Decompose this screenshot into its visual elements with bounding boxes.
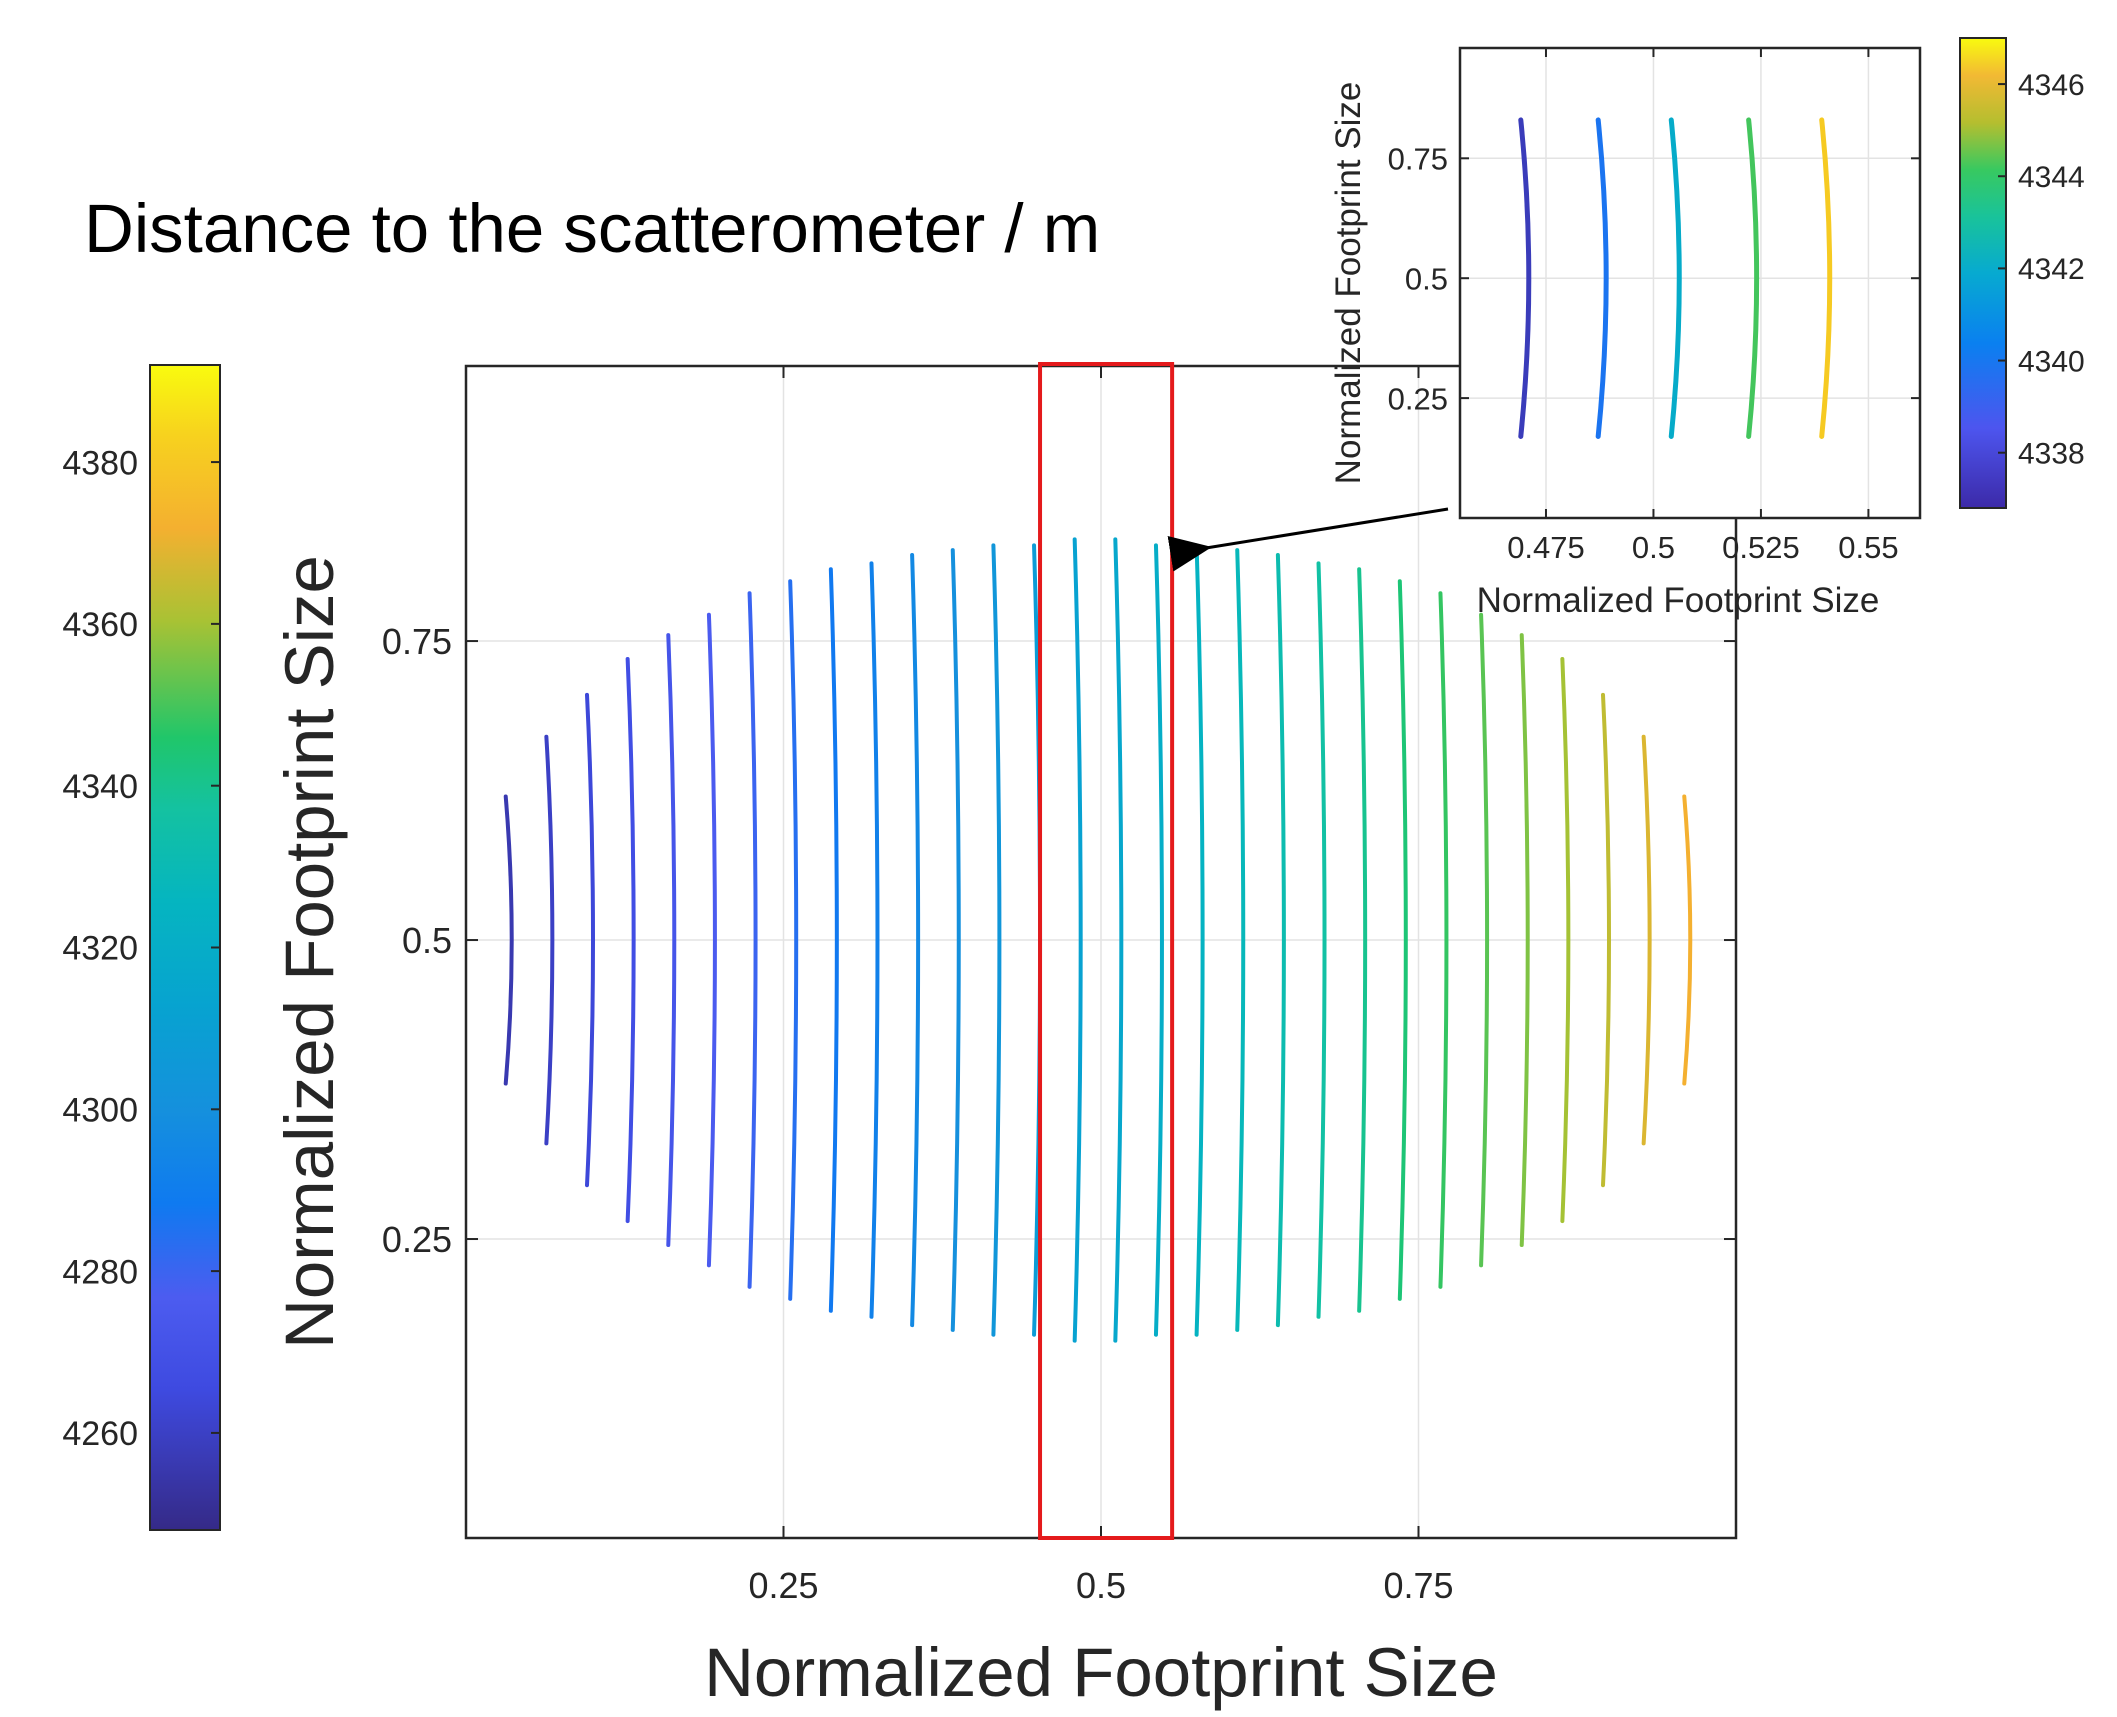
data-line: [1595, 117, 1609, 439]
data-line: [828, 567, 839, 1313]
x-tick-label: 0.475: [1507, 530, 1585, 565]
data-line: [666, 633, 677, 1247]
data-line: [503, 794, 514, 1086]
data-line: [1682, 794, 1693, 1086]
main-colorbar-ticks: 4260 4280 4300 4320 4340 4360 4380: [62, 444, 220, 1453]
colorbar-tick-label: 4342: [2018, 253, 2085, 286]
inset-plot-area: [1458, 46, 1922, 520]
data-line: [1641, 734, 1652, 1146]
data-line: [1560, 657, 1571, 1224]
colorbar-tick-label: 4340: [2018, 345, 2085, 378]
data-line: [706, 612, 717, 1268]
data-line: [544, 734, 555, 1146]
data-line: [1519, 633, 1530, 1247]
y-tick-label: 0.25: [382, 1219, 452, 1260]
data-line: [1357, 567, 1368, 1313]
data-line: [1113, 537, 1124, 1343]
colorbar-tick-label: 4260: [62, 1415, 138, 1453]
colorbar-tick-label: 4320: [62, 930, 138, 968]
data-line: [991, 543, 1002, 1337]
y-tick-label: 0.5: [1405, 261, 1448, 296]
main-x-axis-label: Normalized Footprint Size: [704, 1634, 1498, 1711]
colorbar-tick-label: 4300: [62, 1092, 138, 1130]
main-data-lines: [503, 537, 1693, 1343]
data-line: [1668, 117, 1682, 439]
y-tick-label: 0.75: [382, 621, 452, 662]
data-line: [950, 548, 961, 1332]
colorbar-tick-label: 4344: [2018, 161, 2085, 194]
colorbar-tick-label: 4338: [2018, 438, 2085, 471]
y-tick-label: 0.5: [402, 920, 452, 961]
data-line: [625, 657, 636, 1224]
main-y-axis-label: Normalized Footprint Size: [271, 555, 348, 1349]
main-plot: 0.25 0.5 0.75 0.25 0.5 0.75: [382, 362, 1738, 1606]
colorbar-tick-label: 4380: [62, 444, 138, 482]
data-line: [1438, 591, 1449, 1289]
inset-x-axis-label: Normalized Footprint Size: [1477, 581, 1880, 620]
data-line: [1153, 543, 1164, 1337]
x-tick-label: 0.5: [1632, 530, 1675, 565]
inset-colorbar-gradient: [1959, 37, 2007, 509]
data-line: [1072, 537, 1083, 1343]
y-tick-label: 0.25: [1388, 381, 1448, 416]
main-colorbar-gradient: [149, 364, 221, 1531]
inset-colorbar-ticks: 4338 4340 4342 4344 4346: [1998, 69, 2085, 471]
data-line: [1316, 561, 1327, 1319]
colorbar-tick-label: 4360: [62, 606, 138, 644]
data-line: [585, 692, 595, 1188]
data-line: [1518, 117, 1532, 439]
inset-y-axis-label: Normalized Footprint Size: [1329, 82, 1368, 485]
colorbar-tick-label: 4346: [2018, 69, 2085, 102]
data-line: [1275, 552, 1286, 1328]
zoom-arrow: [1167, 507, 1449, 572]
x-tick-label: 0.525: [1722, 530, 1800, 565]
chart-title: Distance to the scatterometer / m: [84, 190, 1100, 267]
inset-x-ticks: 0.475 0.5 0.525 0.55: [1507, 48, 1899, 565]
x-tick-label: 0.55: [1838, 530, 1898, 565]
main-grid: [466, 366, 1736, 1538]
data-line: [910, 552, 921, 1328]
inset-data-lines: [1518, 117, 1833, 439]
data-line: [1601, 692, 1611, 1188]
data-line: [788, 579, 799, 1301]
data-line: [1479, 612, 1490, 1268]
main-x-ticks: 0.25 0.5 0.75: [748, 366, 1454, 1606]
inset-colorbar: 4338 4340 4342 4344 4346: [1959, 37, 2085, 509]
x-tick-label: 0.25: [748, 1565, 818, 1606]
inset-grid: [1460, 48, 1920, 518]
data-line: [1819, 117, 1833, 439]
inset-plot: 0.475 0.5 0.525 0.55 0.25 0.5 0.75: [1388, 46, 1922, 565]
data-line: [747, 591, 758, 1289]
zoom-highlight-box: [1038, 362, 1175, 1540]
y-tick-label: 0.75: [1388, 141, 1448, 176]
data-line: [1746, 117, 1760, 439]
data-line: [1194, 543, 1205, 1337]
data-line: [869, 561, 880, 1319]
colorbar-tick-label: 4340: [62, 768, 138, 806]
data-line: [1235, 548, 1246, 1332]
main-colorbar: 4260 4280 4300 4320 4340 4360 4380: [62, 364, 221, 1531]
main-y-ticks: 0.25 0.5 0.75: [382, 621, 1736, 1260]
colorbar-tick-label: 4280: [62, 1253, 138, 1291]
x-tick-label: 0.75: [1383, 1565, 1453, 1606]
data-line: [1397, 579, 1408, 1301]
x-tick-label: 0.5: [1076, 1565, 1126, 1606]
inset-y-ticks: 0.25 0.5 0.75: [1388, 141, 1920, 416]
